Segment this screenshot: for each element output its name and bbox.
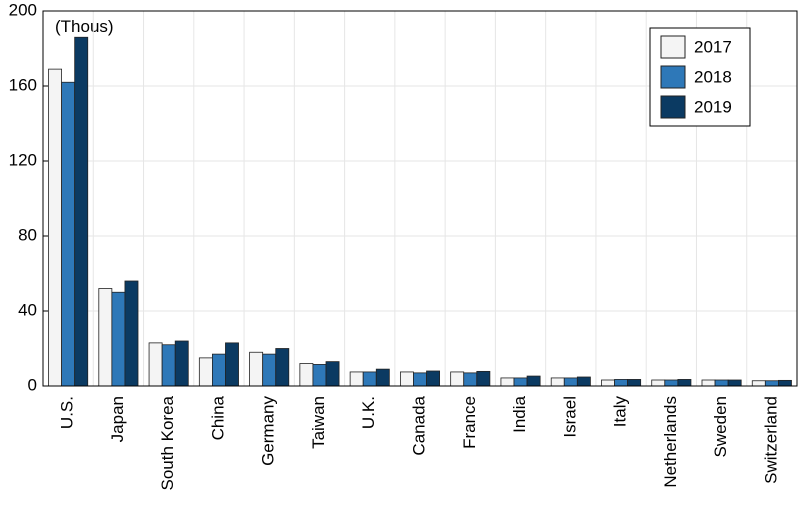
bar — [500, 377, 515, 387]
annotation: (Thous) — [55, 17, 114, 36]
bar — [98, 288, 113, 387]
x-tick-label: South Korea — [158, 395, 177, 490]
bar — [111, 291, 126, 387]
x-tick-label: Switzerland — [761, 396, 780, 484]
bar — [275, 348, 290, 387]
x-tick-label: U.K. — [359, 396, 378, 429]
x-tick-label: China — [208, 395, 227, 440]
bar — [426, 370, 441, 387]
x-tick-label: Canada — [409, 395, 428, 455]
x-tick-label: Taiwan — [309, 396, 328, 449]
bar — [161, 344, 176, 387]
bar — [174, 340, 189, 387]
bar — [362, 371, 377, 387]
x-tick-label: Italy — [611, 396, 630, 428]
bar — [61, 81, 76, 387]
y-tick-label: 120 — [9, 150, 37, 169]
bar — [651, 379, 666, 387]
y-tick-label: 160 — [9, 75, 37, 94]
x-tick-label: India — [510, 395, 529, 432]
legend-swatch — [660, 95, 686, 119]
y-tick-label: 80 — [18, 225, 37, 244]
bar — [714, 379, 729, 387]
bar — [312, 364, 327, 387]
bar — [677, 379, 692, 387]
bar — [48, 68, 62, 387]
bar — [664, 379, 679, 387]
bar — [262, 353, 277, 387]
x-tick-label: Sweden — [711, 396, 730, 457]
bar — [476, 370, 491, 387]
bar — [550, 377, 565, 387]
x-tick-label: Netherlands — [661, 396, 680, 488]
y-tick-label: 200 — [9, 0, 37, 19]
legend-swatch — [660, 65, 686, 89]
bar — [399, 371, 414, 387]
legend-label: 2019 — [694, 97, 732, 116]
bar — [463, 372, 478, 387]
bar — [526, 375, 541, 387]
bar — [764, 380, 779, 387]
bar — [513, 377, 528, 387]
x-tick-label: Germany — [259, 396, 278, 466]
bar — [627, 379, 642, 387]
bar — [727, 379, 742, 387]
x-tick-label: U.S. — [58, 396, 77, 429]
y-tick-label: 0 — [28, 375, 37, 394]
bar — [601, 379, 615, 387]
bar — [198, 357, 213, 387]
bar — [413, 372, 427, 387]
bar — [211, 353, 226, 387]
bar — [701, 379, 716, 387]
x-tick-label: Israel — [560, 396, 579, 438]
bar — [614, 379, 629, 387]
bar — [325, 361, 340, 387]
bar — [299, 363, 314, 387]
legend: 2017 2018 2019 — [649, 27, 751, 127]
bar — [148, 342, 163, 387]
bar — [751, 380, 766, 387]
plot-frame — [42, 10, 798, 387]
legend-swatch — [660, 35, 686, 59]
bar — [450, 371, 465, 387]
bar — [375, 368, 390, 387]
bar — [225, 342, 239, 387]
bar — [124, 280, 139, 387]
x-tick-label: France — [460, 396, 479, 449]
legend-label: 2017 — [694, 37, 732, 56]
y-tick-label: 40 — [18, 300, 37, 319]
bar — [563, 377, 578, 387]
bar — [349, 371, 364, 387]
bar — [74, 36, 89, 387]
bar — [576, 376, 591, 387]
bar — [249, 351, 264, 387]
x-tick-label: Japan — [108, 396, 127, 442]
bar — [778, 379, 792, 387]
legend-label: 2018 — [694, 67, 732, 86]
